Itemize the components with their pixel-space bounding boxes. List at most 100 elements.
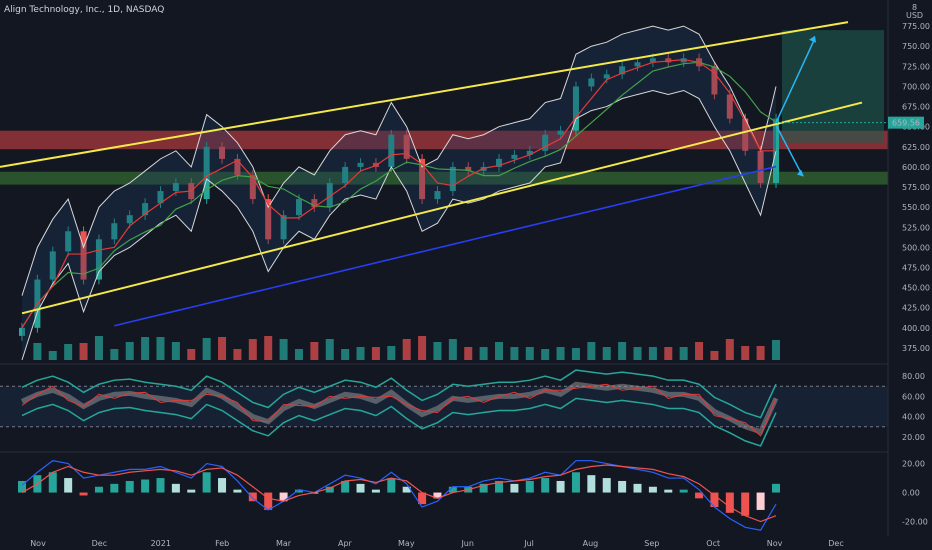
time-tick-label: Oct xyxy=(706,539,720,548)
arrow-head-down xyxy=(797,169,804,177)
volume-bar xyxy=(541,349,550,360)
target-box xyxy=(782,30,884,143)
bollinger-fill xyxy=(22,26,776,360)
price-tick-label: 725.00 xyxy=(902,62,930,71)
candle-body xyxy=(542,134,549,151)
rsi-bb-lower xyxy=(21,397,777,447)
volume-bar xyxy=(448,339,457,360)
overlay-layer xyxy=(0,21,863,361)
time-tick-label: Jul xyxy=(523,539,534,548)
time-tick-label: Sep xyxy=(644,539,659,548)
candle-body xyxy=(419,158,426,200)
chart-title: Align Technology, Inc., 1D, NASDAQ xyxy=(4,5,165,15)
macd-histogram-bar xyxy=(679,489,688,493)
macd-histogram-bar xyxy=(125,480,134,493)
macd-histogram-bar xyxy=(325,486,334,493)
macd-histogram-bar xyxy=(248,492,257,502)
time-tick-label: May xyxy=(398,539,415,548)
macd-tick-label: 20.00 xyxy=(902,460,925,469)
volume-bar xyxy=(571,348,580,360)
time-tick-label: 2021 xyxy=(151,539,171,548)
candle-body xyxy=(388,134,395,167)
macd-tick-label: 0.00 xyxy=(902,489,920,498)
volume-bar xyxy=(479,347,488,360)
volume-bar xyxy=(218,337,227,360)
volume-bar xyxy=(525,347,534,360)
candle-body xyxy=(742,118,749,151)
macd-histogram-bar xyxy=(756,492,765,510)
volume-bar xyxy=(79,343,88,360)
time-tick-label: Jun xyxy=(460,539,474,548)
price-tick-label: 700.00 xyxy=(902,82,930,91)
bollinger-lower xyxy=(21,89,777,361)
candle-body xyxy=(449,166,456,192)
macd-histogram-bar xyxy=(571,472,580,493)
macd-histogram-bar xyxy=(633,483,642,493)
rsi-ma xyxy=(20,381,779,435)
candle-body xyxy=(49,251,56,280)
macd-histogram-bar xyxy=(479,483,488,493)
macd-signal-line xyxy=(21,464,777,523)
candle-body xyxy=(603,74,610,79)
candle-body xyxy=(172,183,179,192)
candle-body xyxy=(757,150,764,183)
price-tick-label: 750.00 xyxy=(902,42,930,51)
time-tick-label: Dec xyxy=(92,539,107,548)
rsi-bb-upper xyxy=(21,369,777,419)
candle-body xyxy=(19,327,25,336)
volume-bar xyxy=(294,349,303,360)
price-tick-label: 450.00 xyxy=(902,284,930,293)
candle-body xyxy=(65,231,72,252)
volume-bar xyxy=(587,342,596,360)
volume-bar xyxy=(710,351,719,360)
volume-bar xyxy=(233,349,242,360)
macd-histogram-bar xyxy=(541,478,550,493)
rsi-tick-label: 20.00 xyxy=(902,433,925,442)
volume-bar xyxy=(125,342,134,360)
candle-body xyxy=(649,58,656,63)
candle-body xyxy=(326,183,333,208)
macd-histogram-bar xyxy=(202,472,211,493)
volume-bar xyxy=(725,339,734,360)
candle-body xyxy=(526,150,533,155)
macd-histogram-bar xyxy=(356,483,365,493)
sma-long-line xyxy=(114,165,777,327)
candle-body xyxy=(295,199,302,216)
candle-body xyxy=(157,191,164,204)
candle-body xyxy=(265,199,272,240)
candle-body xyxy=(280,215,287,240)
volume-bar xyxy=(648,347,657,360)
price-tick-label: 500.00 xyxy=(902,243,930,252)
macd-histogram-bar xyxy=(18,480,26,493)
time-tick-label: Aug xyxy=(583,539,599,548)
arrow-head-up xyxy=(809,35,816,43)
candle-body xyxy=(126,215,133,224)
volume-bar xyxy=(248,339,257,360)
bollinger-upper xyxy=(21,25,777,296)
volume-bar xyxy=(341,349,350,360)
volume-bar xyxy=(402,339,411,360)
candle-body xyxy=(203,146,210,200)
candle-body xyxy=(342,166,349,183)
price-tick-label: 675.00 xyxy=(902,103,930,112)
time-tick-label: Nov xyxy=(30,539,46,548)
projection-arrow-up xyxy=(775,37,816,123)
volume-bar xyxy=(325,339,334,360)
volume-bar xyxy=(279,339,288,360)
volume-bar xyxy=(33,343,42,360)
candle-body xyxy=(403,134,410,159)
macd-pane xyxy=(18,460,780,531)
volume-bar xyxy=(94,336,103,360)
volume-bar xyxy=(141,337,150,360)
candle-body xyxy=(711,66,718,95)
volume-bar xyxy=(264,336,273,360)
macd-histogram-bar xyxy=(618,480,627,493)
volume-bar xyxy=(356,347,365,360)
candle-body xyxy=(249,174,256,200)
candle-body xyxy=(634,62,641,67)
volume-bar xyxy=(433,342,442,360)
candle-body xyxy=(142,203,149,216)
volume-bar xyxy=(695,342,704,360)
projection-arrow-down xyxy=(775,124,803,176)
